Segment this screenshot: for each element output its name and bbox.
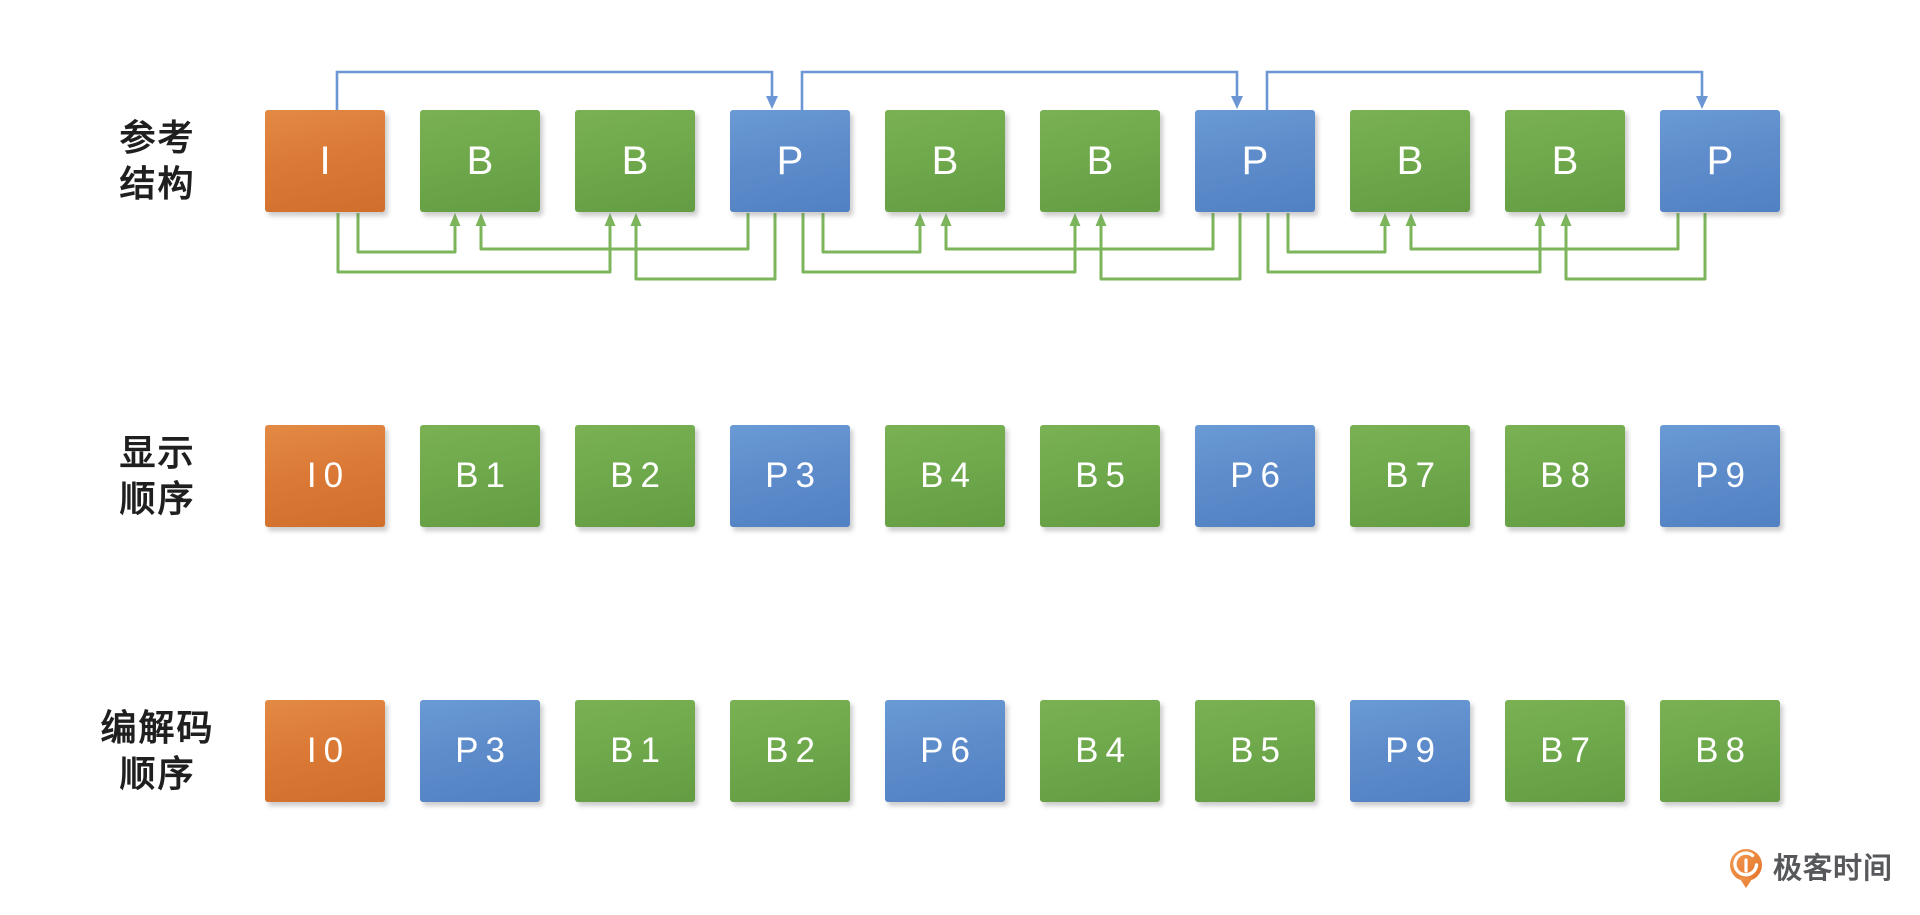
frame-box: B7 — [1350, 425, 1470, 527]
frame-sequence: I B B P B B P B B P — [265, 110, 1780, 212]
frame-box: B8 — [1505, 425, 1625, 527]
frame-sequence: I0 B1 B2 P3 B4 B5 P6 B7 B8 P9 — [265, 425, 1780, 527]
row-codec-order: 编解码 顺序 I0 P3 B1 B2 P6 B4 B5 P9 B7 B8 — [0, 700, 1920, 802]
row-display-order: 显示 顺序 I0 B1 B2 P3 B4 B5 P6 B7 B8 P9 — [0, 425, 1920, 527]
label-line: 参考 — [119, 117, 196, 158]
frame-box: P — [1660, 110, 1780, 212]
frame-box: P3 — [420, 700, 540, 802]
frame-box: P — [730, 110, 850, 212]
geektime-logo-icon — [1730, 849, 1762, 888]
frame-box: B4 — [1040, 700, 1160, 802]
label-line: 顺序 — [119, 753, 196, 794]
row-label-reference-structure: 参考 结构 — [50, 115, 265, 207]
frame-box: B — [885, 110, 1005, 212]
frame-box: I0 — [265, 425, 385, 527]
frame-box: P9 — [1660, 425, 1780, 527]
frame-box: B1 — [420, 425, 540, 527]
frame-box: B — [420, 110, 540, 212]
frame-sequence: I0 P3 B1 B2 P6 B4 B5 P9 B7 B8 — [265, 700, 1780, 802]
frame-box: B2 — [575, 425, 695, 527]
frame-box: P6 — [885, 700, 1005, 802]
frame-box: I0 — [265, 700, 385, 802]
frame-box: P9 — [1350, 700, 1470, 802]
row-reference-structure: 参考 结构 I B B P B B P B B P — [0, 110, 1920, 212]
frame-box: B2 — [730, 700, 850, 802]
label-line: 编解码 — [100, 707, 215, 748]
label-line: 结构 — [119, 163, 196, 204]
frame-box: B — [1040, 110, 1160, 212]
row-label-codec-order: 编解码 顺序 — [50, 705, 265, 797]
frame-box: B — [575, 110, 695, 212]
frame-box: B — [1505, 110, 1625, 212]
geektime-logo: 极客时间 — [1726, 846, 1893, 892]
geektime-logo-text: 极客时间 — [1773, 853, 1894, 885]
frame-box: B1 — [575, 700, 695, 802]
frame-box: B7 — [1505, 700, 1625, 802]
frame-box: P3 — [730, 425, 850, 527]
row-label-display-order: 显示 顺序 — [50, 430, 265, 522]
frame-box: I — [265, 110, 385, 212]
frame-box: B5 — [1040, 425, 1160, 527]
frame-box: B5 — [1195, 700, 1315, 802]
frame-box: B — [1350, 110, 1470, 212]
label-line: 显示 — [119, 432, 196, 473]
frame-box: P6 — [1195, 425, 1315, 527]
label-line: 顺序 — [119, 478, 196, 519]
frame-box: B8 — [1660, 700, 1780, 802]
frame-box: P — [1195, 110, 1315, 212]
frame-box: B4 — [885, 425, 1005, 527]
